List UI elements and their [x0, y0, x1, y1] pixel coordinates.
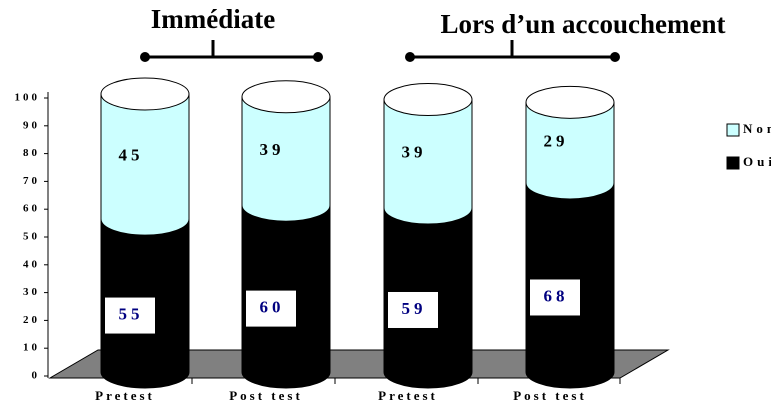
cylinder-segment [383, 83, 473, 225]
bracket [405, 40, 620, 62]
y-tick-label: 0 [32, 370, 41, 382]
label-box [246, 290, 296, 327]
data-label: 45 [119, 145, 144, 164]
y-tick-label: 60 [23, 203, 40, 215]
group-label: Lors d’un accouchement [441, 9, 726, 39]
y-tick-label: 70 [23, 175, 40, 187]
y-tick-label: 80 [23, 147, 40, 159]
legend-label: Oui [743, 154, 771, 169]
bracket [140, 40, 323, 62]
y-tick-label: 40 [23, 258, 40, 270]
y-tick-label: 30 [23, 286, 40, 298]
x-separators [191, 378, 621, 384]
data-label: 68 [544, 286, 569, 305]
legend-swatch [726, 156, 740, 170]
x-tick-label: Pretest [378, 388, 438, 403]
cylinder-segment [525, 85, 615, 200]
legend-label: Non [743, 121, 771, 136]
data-label: 55 [119, 304, 144, 323]
data-label: 59 [402, 299, 427, 318]
x-tick-label: Pretest [95, 388, 155, 403]
x-tick-label: Post test [229, 388, 303, 403]
label-box [105, 297, 155, 334]
legend-swatch [726, 123, 740, 137]
y-tick-label: 50 [23, 231, 40, 243]
data-label: 39 [402, 143, 427, 162]
y-tick-label: 90 [23, 119, 40, 131]
label-box [388, 291, 438, 328]
label-box [530, 279, 580, 316]
cylinder-segment [100, 77, 190, 236]
data-label: 39 [260, 140, 285, 159]
cylinder-segment [241, 80, 331, 222]
cylinder-segment [525, 166, 615, 389]
data-label: 29 [544, 132, 569, 151]
y-tick-label: 100 [15, 92, 41, 104]
y-tick-label: 20 [23, 314, 40, 326]
x-tick-label: Post test [513, 388, 587, 403]
y-tick-label: 10 [23, 342, 40, 354]
data-label: 60 [260, 298, 285, 317]
group-label: Immédiate [151, 4, 275, 34]
